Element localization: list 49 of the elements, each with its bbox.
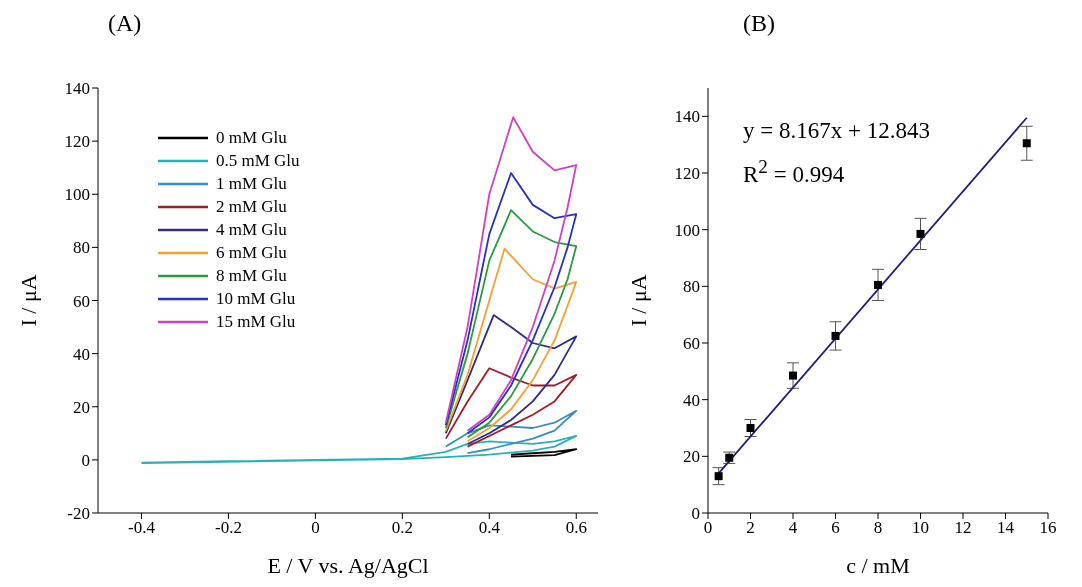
y-tick-label: 0: [691, 504, 700, 524]
y-tick-label: 60: [73, 291, 90, 311]
annotation: y = 8.167x + 12.843: [743, 118, 930, 144]
y-tick-label: 100: [674, 220, 700, 240]
x-tick-label: 10: [912, 518, 929, 538]
legend-label: 10 mM Glu: [216, 288, 296, 309]
legend-label: 0 mM Glu: [216, 127, 287, 148]
y-tick-label: 60: [683, 334, 700, 354]
annotation: R$^{2}$ = 0.994: [743, 156, 845, 188]
y-tick-label: 80: [683, 277, 700, 297]
x-tick-label: -0.4: [128, 518, 156, 538]
legend-label: 4 mM Glu: [216, 219, 287, 240]
x-axis-title: E / V vs. Ag/AgCl: [267, 553, 429, 578]
x-tick-label: 0.4: [478, 518, 501, 538]
legend-label: 0.5 mM Glu: [216, 150, 300, 171]
x-tick-label: 16: [1039, 518, 1057, 538]
legend-label: 6 mM Glu: [216, 242, 287, 263]
y-tick-label: 0: [81, 450, 90, 470]
x-tick-label: 12: [954, 518, 972, 538]
x-tick-label: 0.6: [565, 518, 587, 538]
legend-label: 8 mM Glu: [216, 265, 287, 286]
y-tick-label: 40: [683, 390, 700, 410]
legend-label: 2 mM Glu: [216, 196, 287, 217]
y-tick-label: 120: [64, 132, 90, 152]
legend-label: 15 mM Glu: [216, 311, 296, 332]
y-axis-title: I / μA: [15, 274, 41, 327]
chart-title: (A): [108, 10, 142, 37]
y-tick-label: 20: [73, 397, 90, 417]
x-tick-label: -0.2: [214, 518, 242, 538]
x-tick-label: 0.2: [391, 518, 413, 538]
y-axis-title: I / μA: [625, 274, 651, 327]
x-tick-label: 4: [788, 518, 798, 538]
y-tick-label: 80: [73, 238, 90, 258]
x-tick-label: 0: [703, 518, 713, 538]
y-tick-label: -20: [67, 504, 90, 524]
x-axis-title: c / mM: [846, 553, 910, 578]
x-tick-label: 0: [311, 518, 320, 538]
y-tick-label: 40: [73, 344, 90, 364]
x-tick-label: 14: [997, 518, 1015, 538]
legend-label: 1 mM Glu: [216, 173, 287, 194]
chart-title: (B): [743, 10, 775, 37]
y-tick-label: 120: [674, 164, 700, 184]
y-tick-label: 100: [64, 185, 90, 205]
x-tick-label: 2: [746, 518, 755, 538]
y-tick-label: 140: [674, 107, 700, 127]
x-tick-label: 6: [831, 518, 840, 538]
y-tick-label: 20: [683, 447, 700, 467]
x-tick-label: 8: [873, 518, 883, 538]
y-tick-label: 140: [64, 79, 90, 99]
